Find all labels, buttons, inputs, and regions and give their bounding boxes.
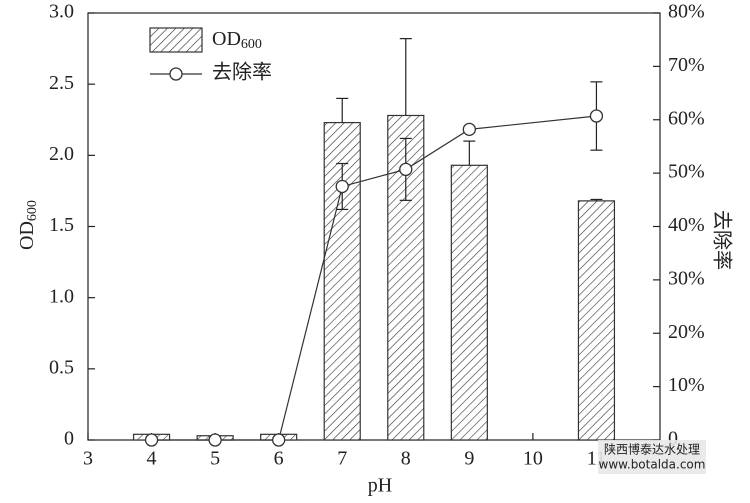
point xyxy=(462,122,476,137)
y2-tick-label: 20% xyxy=(668,321,705,343)
y2-tick-label: 80% xyxy=(668,1,705,23)
y2-tick-label: 10% xyxy=(668,374,705,396)
watermark-text: 陕西博泰达水处理 xyxy=(604,442,700,457)
y2-tick-label: 0 xyxy=(668,428,678,450)
x-tick-label: 4 xyxy=(147,448,157,470)
x-tick-label: 8 xyxy=(401,448,411,470)
y-axis-label: OD600 xyxy=(16,200,41,250)
point xyxy=(208,433,222,447)
legend-label-sub: 600 xyxy=(241,37,262,52)
y2-tick-label: 70% xyxy=(668,54,705,76)
y-tick-label: 2.5 xyxy=(49,72,74,94)
y-axis-label-sub: 600 xyxy=(25,200,40,221)
error-bar xyxy=(399,38,412,116)
y-tick-label: 3.0 xyxy=(49,1,74,23)
legend-marker xyxy=(169,67,183,81)
legend-label-main: OD xyxy=(212,28,241,50)
error-bar xyxy=(590,198,603,201)
y2-tick-label: 50% xyxy=(668,161,705,183)
y2-tick-label: 60% xyxy=(668,107,705,129)
y2-axis-label: 去除率 xyxy=(710,210,733,270)
point xyxy=(144,433,159,447)
point xyxy=(399,162,413,177)
watermark-text: www.botalda.com xyxy=(599,458,706,472)
line xyxy=(151,115,597,441)
x-tick-label: 9 xyxy=(464,448,474,470)
y-axis-label-main: OD xyxy=(16,221,38,250)
y-tick-label: 0.5 xyxy=(49,356,74,378)
x-tick-label: 5 xyxy=(210,448,220,470)
y-tick-label: 1.5 xyxy=(49,214,74,236)
x-tick-label: 6 xyxy=(274,448,284,470)
point xyxy=(335,179,349,194)
y-tick-label: 0 xyxy=(64,428,74,450)
point xyxy=(272,433,286,447)
y2-tick-label: 40% xyxy=(668,214,705,236)
point xyxy=(589,109,604,123)
y2-tick-label: 30% xyxy=(668,267,705,289)
x-tick-label: 10 xyxy=(523,448,543,470)
watermark-box xyxy=(598,440,706,474)
x-axis-label: pH xyxy=(368,475,392,497)
x-tick-label: 7 xyxy=(337,448,347,470)
bar xyxy=(450,164,488,441)
y-tick-label: 2.0 xyxy=(49,143,74,165)
error-bar xyxy=(336,97,349,123)
legend-label: 去除率 xyxy=(212,61,272,84)
y-tick-label: 1.0 xyxy=(49,285,74,307)
x-tick-label: 3 xyxy=(83,448,93,470)
bar xyxy=(577,200,616,441)
error-bar xyxy=(463,140,476,166)
legend-label: OD600 xyxy=(212,28,262,53)
legend-swatch xyxy=(149,27,203,53)
